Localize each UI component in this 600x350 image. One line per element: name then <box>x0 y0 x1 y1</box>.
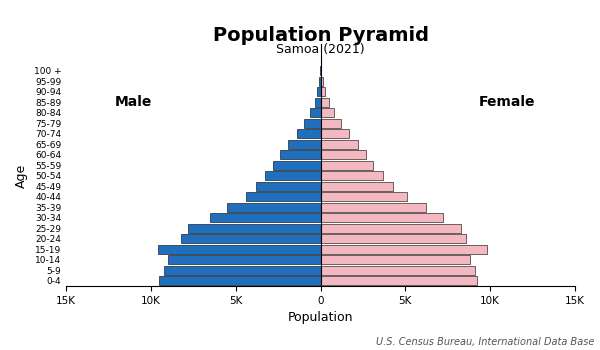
Bar <box>320 140 358 149</box>
Bar <box>181 234 320 243</box>
Bar <box>314 98 320 107</box>
Bar <box>320 193 407 201</box>
Bar <box>320 214 443 222</box>
Bar <box>320 172 383 180</box>
Bar <box>210 214 320 222</box>
Title: Population Pyramid: Population Pyramid <box>212 26 428 44</box>
Text: Female: Female <box>479 95 535 109</box>
X-axis label: Population: Population <box>288 312 353 324</box>
Bar <box>320 224 461 233</box>
Bar <box>310 108 320 117</box>
Bar <box>320 77 323 86</box>
Y-axis label: Age: Age <box>15 164 28 188</box>
Bar <box>319 77 320 86</box>
Text: Male: Male <box>115 95 152 109</box>
Bar <box>265 172 320 180</box>
Bar <box>320 119 341 128</box>
Bar <box>158 245 320 254</box>
Bar <box>320 66 322 75</box>
Bar <box>164 266 320 275</box>
Bar <box>320 276 476 286</box>
Bar <box>256 182 320 191</box>
Bar <box>320 203 426 212</box>
Bar <box>320 182 394 191</box>
Bar <box>320 256 470 264</box>
Bar <box>280 150 320 159</box>
Bar <box>227 203 320 212</box>
Bar <box>320 98 329 107</box>
Bar <box>160 276 320 286</box>
Bar <box>297 130 320 138</box>
Text: U.S. Census Bureau, International Data Base: U.S. Census Bureau, International Data B… <box>376 336 594 346</box>
Bar <box>168 256 320 264</box>
Bar <box>288 140 320 149</box>
Bar <box>320 266 475 275</box>
Bar <box>320 108 334 117</box>
Bar <box>320 234 466 243</box>
Bar <box>317 87 320 96</box>
Bar <box>188 224 320 233</box>
Bar <box>304 119 320 128</box>
Bar <box>320 161 373 170</box>
Bar <box>246 193 320 201</box>
Bar <box>320 245 487 254</box>
Bar <box>320 87 325 96</box>
Text: Samoa (2021): Samoa (2021) <box>276 43 365 56</box>
Bar <box>320 150 367 159</box>
Bar <box>273 161 320 170</box>
Bar <box>320 130 349 138</box>
